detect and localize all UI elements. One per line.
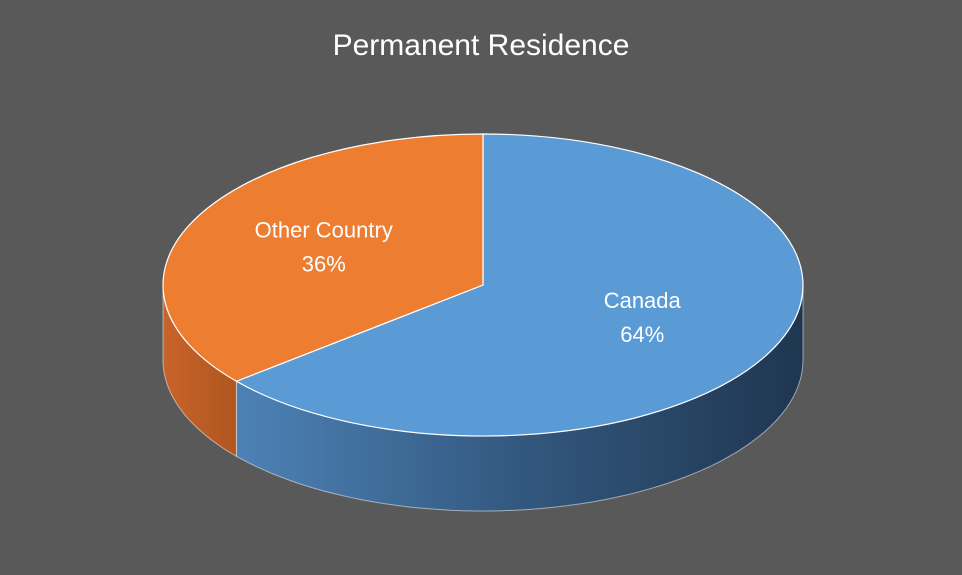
slice-value-label: 36% (302, 251, 346, 276)
pie-slice (162, 133, 484, 382)
data-labels: Canada 64% Other Country 36% (255, 217, 682, 347)
pie-tops (162, 133, 804, 437)
slice-value-label: 64% (620, 322, 664, 347)
chart-title: Permanent Residence (333, 29, 630, 62)
slice-label: Canada (604, 288, 682, 313)
slice-label: Other Country (255, 217, 393, 242)
pie-slice (235, 133, 804, 437)
